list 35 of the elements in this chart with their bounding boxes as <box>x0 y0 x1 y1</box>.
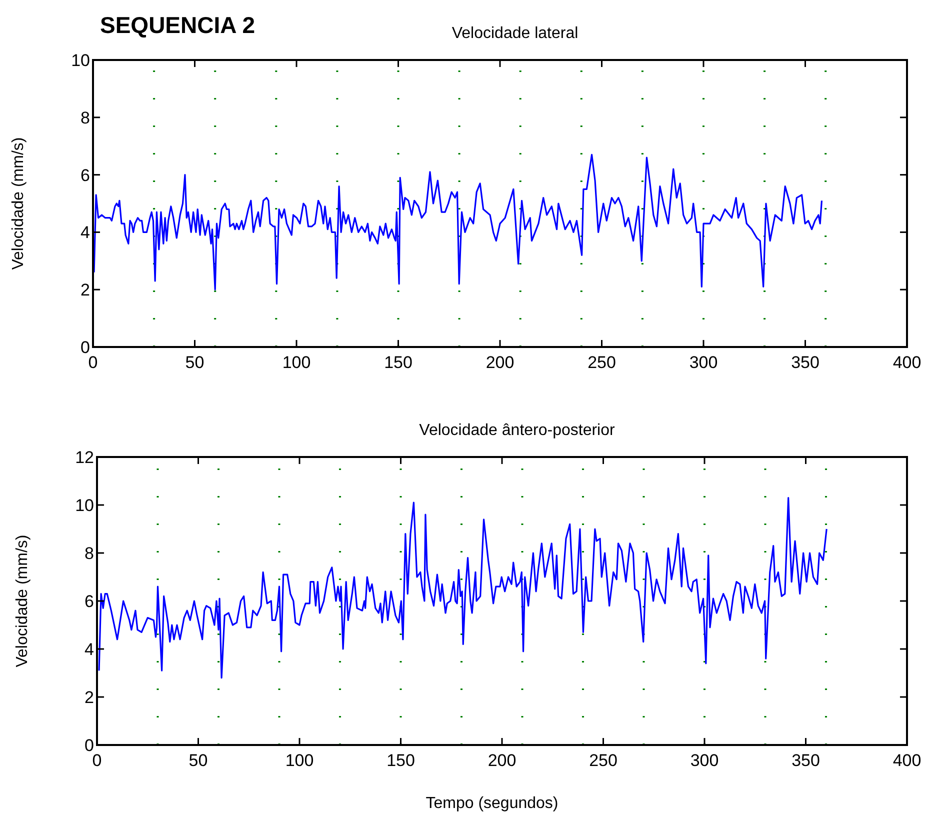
x-tick-label: 300 <box>689 353 718 372</box>
y-axis-title: Velocidade (mm/s) <box>14 534 31 668</box>
y-tick-label: 2 <box>80 280 90 300</box>
y-tick-label: 6 <box>80 166 90 185</box>
x-tick-label: 400 <box>892 353 922 372</box>
y-tick-label: 0 <box>80 338 90 357</box>
y-tick-label: 10 <box>75 496 94 515</box>
x-axis-title: Tempo (segundos) <box>426 795 558 812</box>
y-tick-label: 6 <box>84 592 94 611</box>
x-tick-label: 50 <box>188 751 208 770</box>
y-tick-label: 12 <box>75 448 94 467</box>
x-tick-label: 150 <box>384 353 412 372</box>
x-tick-label: 100 <box>282 353 311 372</box>
y-tick-label: 2 <box>84 688 94 707</box>
y-tick-label: 0 <box>84 736 94 755</box>
x-tick-label: 50 <box>185 353 204 372</box>
text: SEQUENCIA 2 <box>100 12 256 38</box>
y-axis-title: Velocidade (mm/s) <box>10 137 27 270</box>
x-tick-label: 150 <box>386 751 415 770</box>
y-tick-label: 4 <box>80 223 90 242</box>
x-tick-label: 200 <box>488 751 516 770</box>
x-tick-label: 350 <box>791 353 820 372</box>
chart-title: Velocidade ântero-posterior <box>419 422 616 439</box>
chart-title: Velocidade lateral <box>452 25 578 42</box>
y-tick-label: 10 <box>71 51 90 70</box>
x-tick-label: 400 <box>892 751 922 770</box>
y-tick-label: 4 <box>84 640 94 659</box>
y-tick-label: 8 <box>80 108 90 128</box>
y-tick-label: 8 <box>84 544 94 563</box>
x-tick-label: 300 <box>690 751 719 770</box>
x-tick-label: 250 <box>589 751 618 770</box>
x-tick-label: 200 <box>486 353 514 372</box>
x-tick-label: 250 <box>588 353 616 372</box>
x-tick-label: 100 <box>285 751 314 770</box>
x-tick-label: 350 <box>792 751 820 770</box>
